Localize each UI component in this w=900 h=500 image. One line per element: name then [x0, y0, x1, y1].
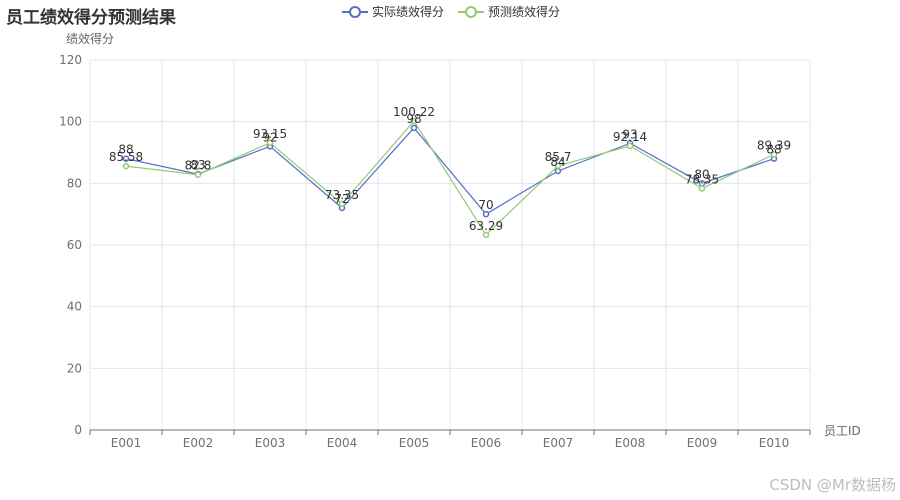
legend-actual-marker-icon — [342, 5, 368, 18]
data-label-predicted: 85.7 — [545, 150, 572, 164]
data-point-actual — [122, 155, 130, 162]
data-point-predicted — [194, 171, 202, 178]
x-axis-title: 员工ID — [824, 424, 861, 438]
legend: 实际绩效得分 预测绩效得分 — [342, 3, 560, 20]
x-tick-label: E004 — [327, 436, 358, 450]
data-label-predicted: 63.29 — [469, 219, 503, 233]
legend-predicted-label: 预测绩效得分 — [488, 5, 561, 19]
data-label-actual: 83 — [190, 158, 205, 172]
data-label-predicted: 100.22 — [393, 105, 435, 119]
data-label-predicted: 73.35 — [325, 188, 359, 202]
data-point-actual — [554, 167, 562, 175]
data-label-actual: 92 — [262, 130, 277, 144]
y-tick-label: 60 — [67, 238, 82, 252]
data-label-predicted: 93.15 — [253, 127, 287, 141]
data-label-actual: 72 — [334, 192, 349, 206]
data-point-predicted — [266, 139, 274, 147]
data-point-predicted — [410, 117, 418, 125]
x-tick-label: E008 — [615, 436, 646, 450]
x-tick-label: E002 — [183, 436, 214, 450]
y-axis-title: 绩效得分 — [66, 32, 115, 46]
x-tick-label: E001 — [111, 436, 142, 450]
data-point-actual — [410, 124, 418, 132]
x-tick-label: E010 — [759, 436, 790, 450]
data-point-predicted — [770, 151, 778, 158]
data-label-actual: 80 — [694, 167, 709, 181]
chart-title: 员工绩效得分预测结果 — [6, 8, 176, 28]
data-label-predicted: 89.39 — [757, 138, 791, 152]
y-tick-label: 80 — [67, 176, 82, 190]
legend-item-actual[interactable]: 实际绩效得分 — [342, 3, 444, 20]
data-point-predicted — [482, 231, 490, 239]
series-line-predicted — [125, 119, 775, 236]
y-tick-label: 100 — [59, 115, 82, 129]
data-label-actual: 70 — [478, 198, 493, 212]
data-point-predicted — [698, 185, 706, 192]
data-label-predicted: 78.35 — [685, 172, 719, 186]
data-point-predicted — [626, 142, 634, 150]
x-tick-label: E006 — [471, 436, 502, 450]
watermark: CSDN @Mr数据杨 — [769, 476, 896, 494]
y-tick-label: 120 — [59, 53, 82, 67]
data-label-actual: 88 — [766, 143, 781, 157]
x-tick-label: E007 — [543, 436, 574, 450]
data-label-actual: 93 — [622, 127, 637, 141]
data-point-actual — [482, 210, 490, 218]
y-tick-label: 40 — [67, 300, 82, 314]
legend-item-predicted[interactable]: 预测绩效得分 — [458, 3, 560, 20]
legend-predicted-marker-icon — [458, 5, 485, 18]
data-label-actual: 88 — [118, 143, 133, 157]
data-label-predicted: 82.8 — [185, 159, 212, 173]
data-label-predicted: 85.58 — [109, 150, 143, 164]
data-point-predicted — [554, 162, 562, 170]
x-tick-label: E009 — [687, 436, 718, 450]
legend-actual-label: 实际绩效得分 — [372, 5, 445, 19]
y-tick-label: 20 — [67, 361, 82, 375]
series-line-actual — [125, 126, 775, 215]
data-point-predicted — [338, 200, 346, 208]
data-label-predicted: 92.14 — [613, 130, 647, 144]
y-tick-label: 0 — [74, 423, 82, 437]
x-tick-label: E003 — [255, 436, 286, 450]
x-tick-label: E005 — [399, 436, 430, 450]
data-label-actual: 84 — [550, 155, 565, 169]
data-point-predicted — [122, 162, 130, 170]
data-label-actual: 98 — [406, 112, 421, 126]
